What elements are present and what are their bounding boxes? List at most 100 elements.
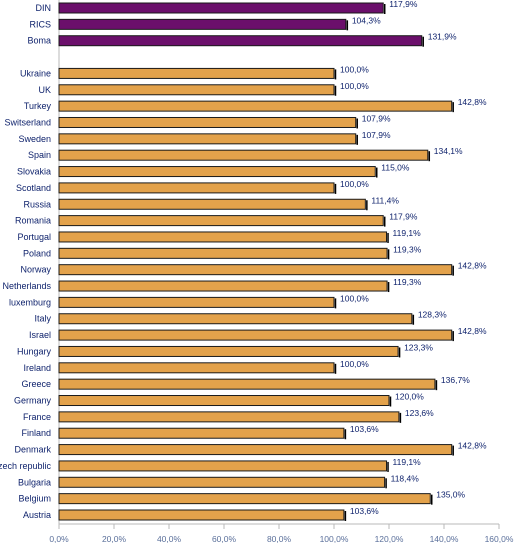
category-label: Czech republic (0, 461, 51, 471)
category-label: Portugal (17, 232, 51, 242)
value-label: 107,9% (362, 113, 391, 123)
category-label: Ireland (23, 363, 51, 373)
bar (58, 133, 357, 145)
bar (58, 264, 453, 276)
value-label: 100,0% (340, 81, 369, 91)
bar (58, 476, 386, 488)
category-label: Germany (14, 396, 52, 406)
bar (58, 444, 453, 456)
x-tick-label: 60,0% (212, 534, 237, 544)
x-tick-label: 40,0% (157, 534, 182, 544)
category-label: Hungary (17, 346, 52, 356)
x-tick-label: 20,0% (102, 534, 127, 544)
value-label: 135,0% (436, 490, 465, 500)
x-tick-label: 0,0% (49, 534, 69, 544)
category-label: Bulgaria (18, 477, 51, 487)
value-label: 119,1% (393, 457, 422, 467)
category-label: luxemburg (9, 297, 51, 307)
bar (58, 362, 335, 374)
category-label: Poland (23, 248, 51, 258)
value-label: 100,0% (340, 359, 369, 369)
category-label: France (23, 412, 51, 422)
bar (58, 345, 399, 357)
category-label: Denmark (14, 445, 51, 455)
bar (58, 231, 388, 243)
value-label: 131,9% (428, 32, 457, 42)
value-label: 142,8% (458, 261, 487, 271)
bar (58, 296, 335, 308)
bar (58, 182, 335, 194)
x-tick-label: 140,0% (430, 534, 459, 544)
value-label: 120,0% (395, 392, 424, 402)
category-label: Romania (15, 216, 51, 226)
value-label: 142,8% (458, 441, 487, 451)
value-label: 142,8% (458, 326, 487, 336)
bar (58, 395, 390, 407)
bar (58, 18, 347, 30)
bar (58, 493, 431, 505)
bar (58, 460, 388, 472)
category-label: Slovakia (17, 167, 51, 177)
bar (58, 100, 453, 112)
bar (58, 149, 429, 161)
value-label: 117,9% (389, 0, 418, 9)
bar (58, 116, 357, 128)
bar (58, 215, 384, 227)
value-label: 117,9% (389, 212, 418, 222)
value-label: 123,6% (405, 408, 434, 418)
x-tick-label: 100,0% (320, 534, 349, 544)
value-label: 104,3% (352, 15, 381, 25)
value-label: 123,3% (404, 342, 433, 352)
bar (58, 35, 423, 47)
category-label: UK (38, 85, 51, 95)
category-label: Finland (21, 428, 51, 438)
value-label: 100,0% (340, 179, 369, 189)
bar (58, 166, 376, 178)
category-label: Scotland (16, 183, 51, 193)
value-label: 118,4% (391, 473, 420, 483)
x-tick-label: 160,0% (485, 534, 514, 544)
category-label: Austria (23, 510, 51, 520)
category-label: Sweden (18, 134, 51, 144)
value-label: 119,3% (393, 277, 422, 287)
value-label: 103,6% (350, 506, 379, 516)
value-label: 136,7% (441, 375, 470, 385)
value-label: 107,9% (362, 130, 391, 140)
bar (58, 67, 335, 79)
x-tick-label: 80,0% (267, 534, 292, 544)
category-label: Netherlands (2, 281, 51, 291)
category-label: Belgium (18, 494, 51, 504)
category-label: Switserland (4, 117, 51, 127)
value-label: 128,3% (418, 310, 447, 320)
category-label: RICS (29, 19, 51, 29)
category-label: Boma (27, 36, 51, 46)
category-label: Turkey (24, 101, 52, 111)
value-label: 103,6% (350, 424, 379, 434)
value-label: 119,3% (393, 244, 422, 254)
bar (58, 329, 453, 341)
category-label: Israel (29, 330, 51, 340)
bar (58, 247, 388, 259)
bar (58, 2, 384, 14)
category-label: Ukraine (20, 68, 51, 78)
bar (58, 411, 400, 423)
value-label: 119,1% (393, 228, 422, 238)
value-label: 100,0% (340, 293, 369, 303)
value-label: 134,1% (434, 146, 463, 156)
bar (58, 427, 345, 439)
value-label: 115,0% (381, 163, 410, 173)
bar (58, 280, 388, 292)
value-label: 142,8% (458, 97, 487, 107)
category-label: Spain (28, 150, 51, 160)
category-label: Russia (23, 199, 51, 209)
value-label: 111,4% (371, 195, 399, 205)
bar (58, 378, 436, 390)
bar (58, 313, 413, 325)
category-label: Italy (34, 314, 51, 324)
category-label: DIN (36, 3, 52, 13)
bar (58, 84, 335, 96)
x-tick-label: 120,0% (375, 534, 404, 544)
value-label: 100,0% (340, 64, 369, 74)
category-label: Greece (21, 379, 51, 389)
